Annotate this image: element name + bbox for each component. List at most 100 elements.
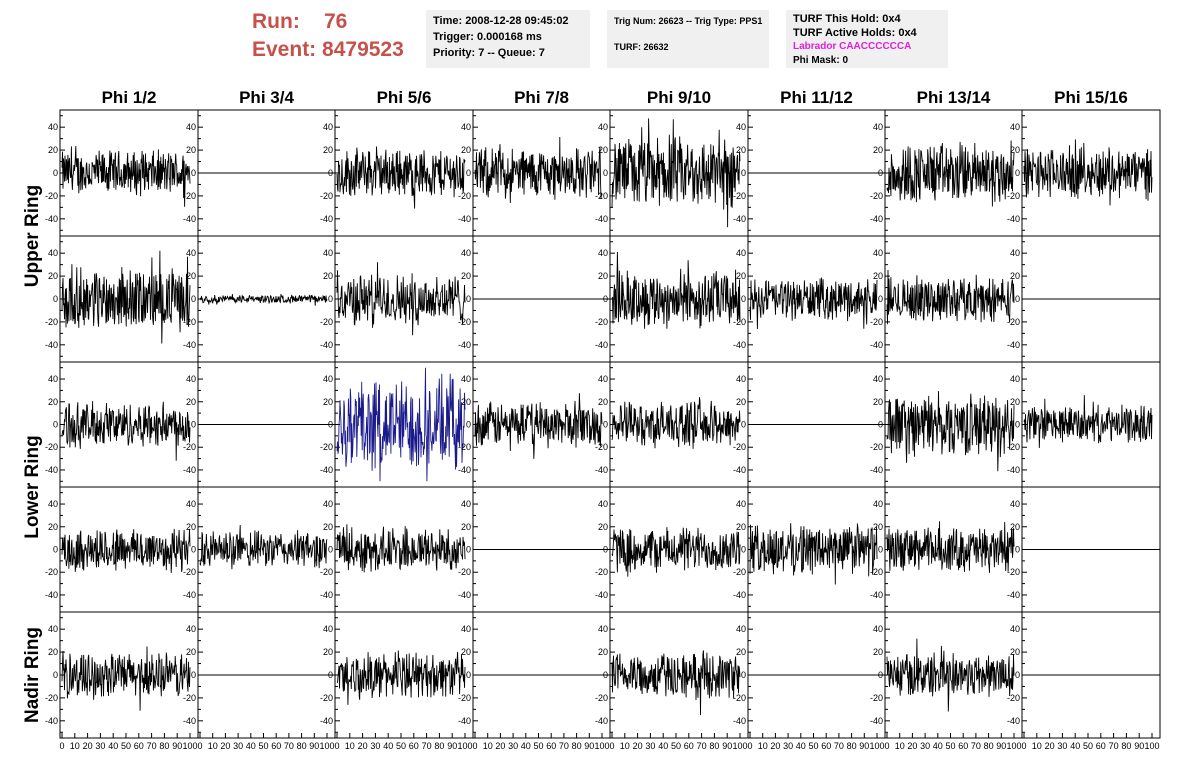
y-tick-label: 0 [191, 670, 196, 680]
y-tick-label: 20 [1010, 271, 1020, 281]
x-tick-label: 90 [1134, 741, 1144, 751]
y-tick-label: -20 [458, 567, 471, 577]
y-tick-label: -40 [870, 590, 883, 600]
y-tick-label: -20 [320, 317, 333, 327]
phi-title-4: Phi 7/8 [514, 88, 569, 107]
y-tick-label: -20 [870, 442, 883, 452]
y-tick-label: -20 [733, 191, 746, 201]
x-tick-label: 40 [933, 741, 943, 751]
y-tick-label: 0 [53, 545, 58, 555]
x-tick-label: 80 [572, 741, 582, 751]
y-tick-label: 40 [186, 248, 196, 258]
y-tick-label: -40 [1007, 340, 1020, 350]
trig-num-text: Trig Num: 26623 -- Trig Type: PPS1 [614, 16, 763, 26]
y-tick-label: -40 [595, 465, 608, 475]
x-tick-label: 0 [609, 741, 614, 751]
waveform-trace-r2-c2 [199, 293, 328, 306]
priority-text: Priority: 7 -- Queue: 7 [433, 47, 545, 59]
y-tick-label: 20 [323, 647, 333, 657]
y-tick-label: -20 [458, 442, 471, 452]
y-tick-label: 0 [328, 420, 333, 430]
x-tick-label: 50 [396, 741, 406, 751]
y-tick-label: 40 [736, 624, 746, 634]
y-tick-label: 0 [741, 670, 746, 680]
y-tick-label: 40 [48, 248, 58, 258]
x-tick-label: 60 [546, 741, 556, 751]
y-tick-label: -20 [733, 567, 746, 577]
y-tick-label: 0 [603, 168, 608, 178]
x-tick-label: 100 [1144, 741, 1159, 751]
x-tick-label: 40 [246, 741, 256, 751]
waveform-trace-r4-c2 [199, 524, 328, 570]
x-tick-label: 10 [208, 741, 218, 751]
y-tick-label: 0 [878, 420, 883, 430]
x-tick-label: 10 [895, 741, 905, 751]
y-tick-label: -20 [595, 693, 608, 703]
x-tick-label: 50 [945, 741, 955, 751]
x-tick-label: 50 [533, 741, 543, 751]
phi-title-7: Phi 13/14 [917, 88, 991, 107]
run-value: 76 [324, 10, 348, 33]
y-tick-label: 20 [323, 522, 333, 532]
y-tick-label: 40 [598, 248, 608, 258]
y-tick-label: 40 [736, 374, 746, 384]
turf-info-box: TURF This Hold: 0x4 TURF Active Holds: 0… [786, 10, 948, 68]
y-tick-label: 0 [53, 670, 58, 680]
waveform-trace-r1-c8 [1023, 139, 1153, 206]
y-tick-label: -20 [45, 191, 58, 201]
x-tick-label: 100 [457, 741, 472, 751]
y-tick-label: 0 [878, 294, 883, 304]
x-tick-label: 90 [859, 741, 869, 751]
y-tick-label: -40 [320, 465, 333, 475]
y-tick-label: -40 [183, 340, 196, 350]
y-tick-label: 20 [186, 271, 196, 281]
y-tick-label: 0 [53, 420, 58, 430]
y-tick-label: 0 [1015, 545, 1020, 555]
y-tick-label: 0 [741, 294, 746, 304]
x-tick-label: 20 [770, 741, 780, 751]
waveform-trace-r5-c1 [61, 646, 191, 711]
x-tick-label: 90 [447, 741, 457, 751]
phi-title-3: Phi 5/6 [377, 88, 432, 107]
y-tick-label: -40 [458, 340, 471, 350]
y-tick-label: 0 [878, 168, 883, 178]
x-tick-label: 90 [996, 741, 1006, 751]
x-tick-label: 60 [1096, 741, 1106, 751]
x-tick-label: 30 [95, 741, 105, 751]
x-tick-label: 70 [697, 741, 707, 751]
x-tick-label: 0 [59, 741, 64, 751]
y-tick-label: 0 [603, 545, 608, 555]
y-tick-label: 40 [736, 499, 746, 509]
y-tick-label: -40 [458, 716, 471, 726]
y-tick-label: -40 [733, 465, 746, 475]
y-tick-label: -20 [870, 191, 883, 201]
y-tick-label: 0 [878, 670, 883, 680]
y-tick-label: -20 [183, 317, 196, 327]
x-tick-label: 80 [297, 741, 307, 751]
y-tick-label: 40 [461, 624, 471, 634]
y-tick-label: 20 [461, 522, 471, 532]
y-tick-label: 40 [1010, 374, 1020, 384]
y-tick-label: -40 [45, 340, 58, 350]
y-tick-label: 40 [186, 499, 196, 509]
waveform-trace-r3-c1 [61, 401, 191, 461]
y-tick-label: 40 [186, 122, 196, 132]
y-tick-label: -20 [320, 191, 333, 201]
x-tick-label: 100 [732, 741, 747, 751]
x-tick-label: 30 [233, 741, 243, 751]
y-tick-label: -20 [595, 442, 608, 452]
y-tick-label: 20 [598, 522, 608, 532]
y-tick-label: 0 [328, 670, 333, 680]
x-tick-label: 80 [847, 741, 857, 751]
y-tick-label: 20 [873, 271, 883, 281]
x-tick-label: 0 [1021, 741, 1026, 751]
y-tick-label: 40 [323, 248, 333, 258]
y-tick-label: 20 [736, 397, 746, 407]
phi-mask-text: Phi Mask: 0 [793, 55, 849, 66]
y-tick-label: -20 [320, 693, 333, 703]
x-tick-label: 20 [1045, 741, 1055, 751]
x-tick-label: 80 [984, 741, 994, 751]
x-tick-label: 90 [722, 741, 732, 751]
y-tick-label: 20 [736, 647, 746, 657]
x-tick-label: 30 [508, 741, 518, 751]
